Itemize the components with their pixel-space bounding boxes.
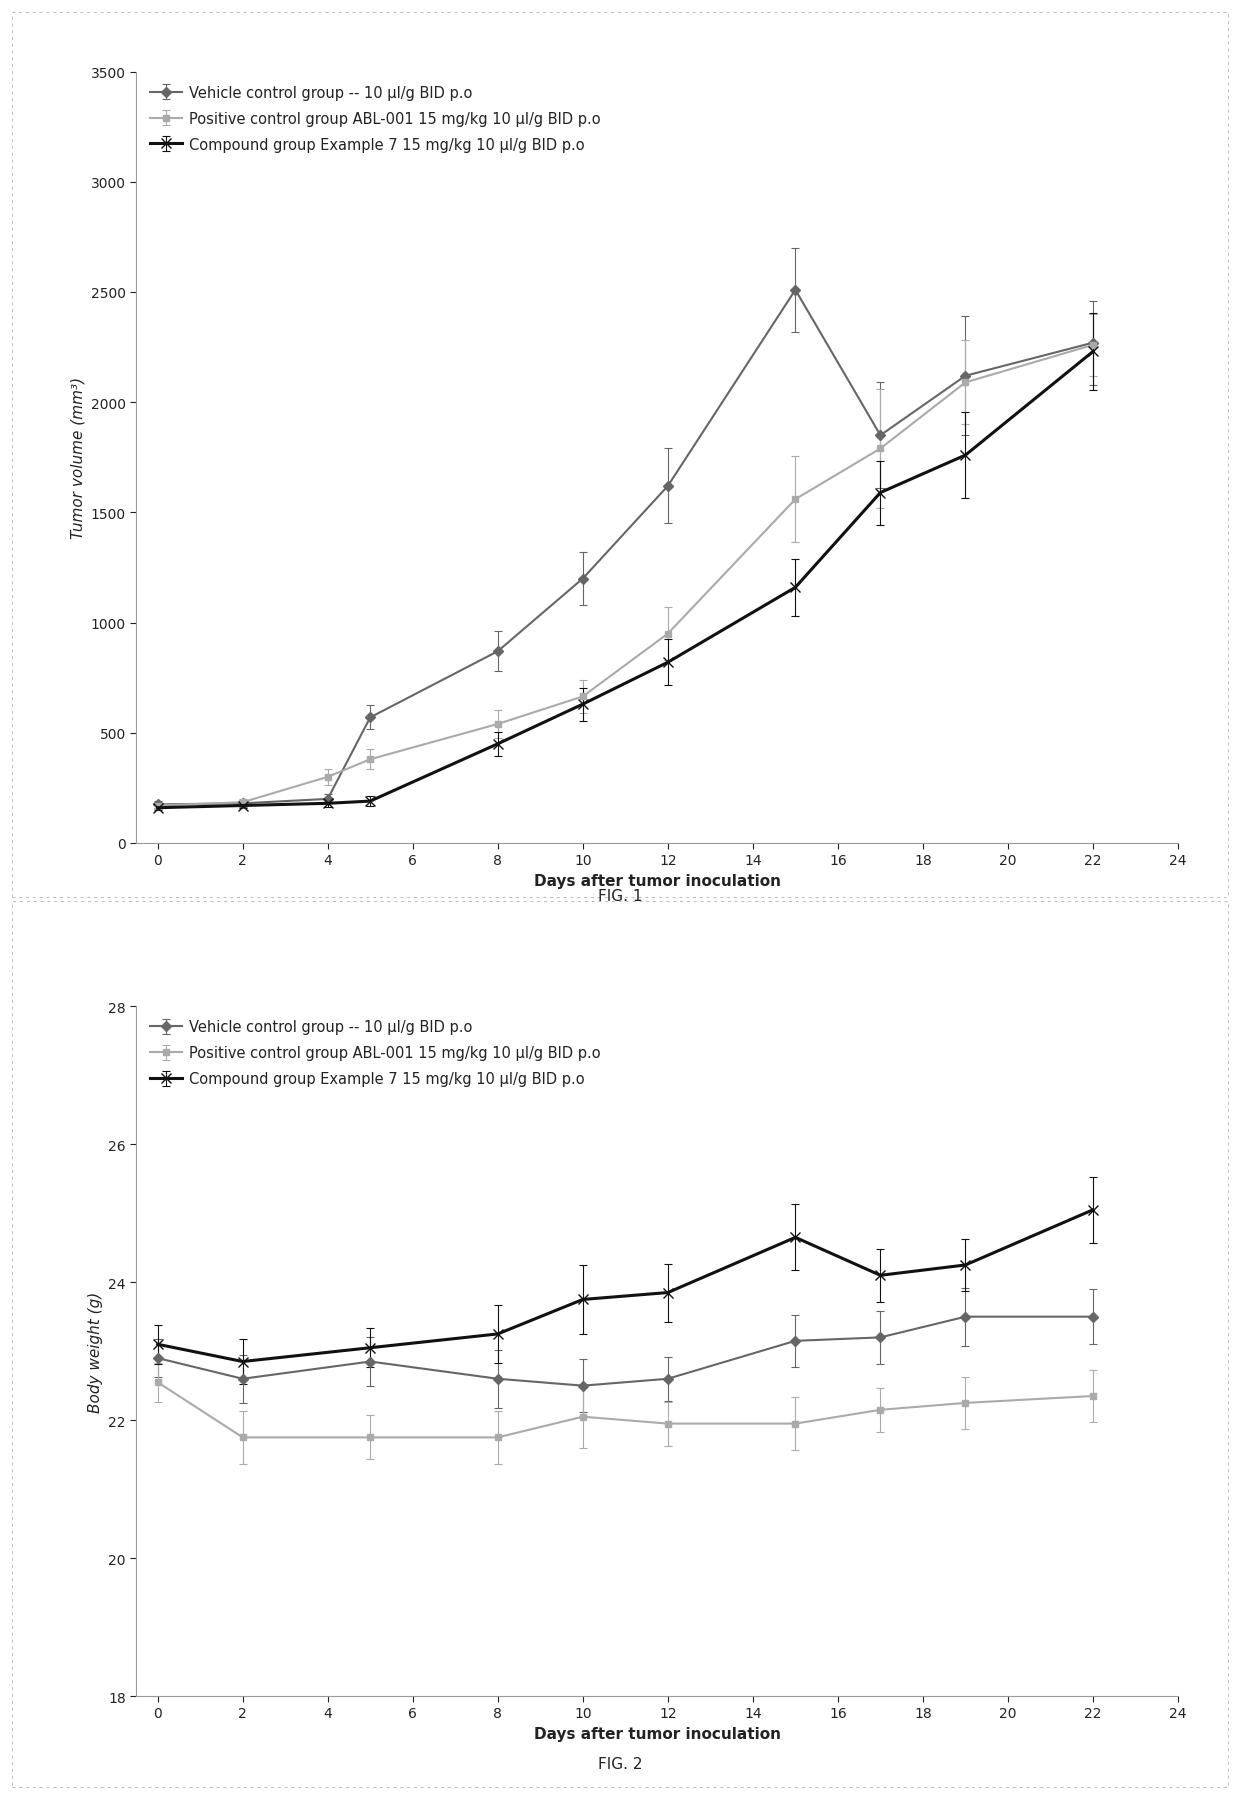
Legend: Vehicle control group -- 10 μl/g BID p.o, Positive control group ABL-001 15 mg/k: Vehicle control group -- 10 μl/g BID p.o…: [144, 1014, 606, 1092]
Y-axis label: Tumor volume (mm³): Tumor volume (mm³): [71, 377, 86, 539]
Text: FIG. 1: FIG. 1: [598, 889, 642, 903]
X-axis label: Days after tumor inoculation: Days after tumor inoculation: [533, 1727, 781, 1741]
Legend: Vehicle control group -- 10 μl/g BID p.o, Positive control group ABL-001 15 mg/k: Vehicle control group -- 10 μl/g BID p.o…: [144, 80, 606, 158]
Y-axis label: Body weight (g): Body weight (g): [88, 1292, 103, 1411]
Text: FIG. 2: FIG. 2: [598, 1756, 642, 1770]
X-axis label: Days after tumor inoculation: Days after tumor inoculation: [533, 874, 781, 889]
